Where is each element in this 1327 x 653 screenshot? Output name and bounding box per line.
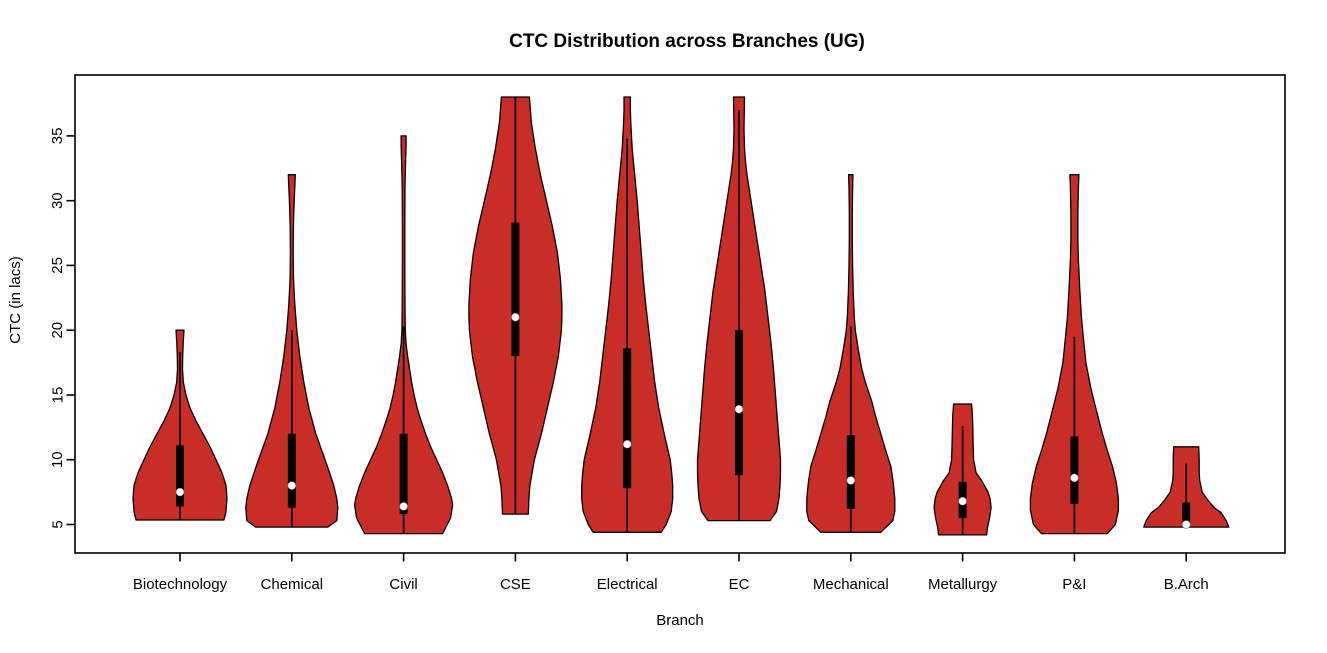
iqr-box-Mechanical	[846, 435, 855, 509]
x-axis-title: Branch	[656, 612, 704, 629]
iqr-box-Chemical	[287, 433, 296, 508]
iqr-box-CSE	[511, 222, 520, 357]
iqr-box-B.Arch	[1182, 502, 1191, 526]
median-dot-P&I	[1070, 473, 1079, 483]
x-tick-label: Civil	[389, 576, 417, 593]
x-tick-label: B.Arch	[1164, 576, 1209, 593]
median-dot-Electrical	[622, 439, 632, 449]
y-tick-label: 10	[49, 451, 66, 468]
median-dot-Chemical	[287, 481, 297, 490]
x-tick-label: Biotechnology	[133, 576, 228, 593]
median-dot-Mechanical	[846, 476, 856, 485]
y-axis-title: CTC (in lacs)	[7, 256, 24, 344]
iqr-box-P&I	[1070, 436, 1079, 504]
iqr-box-Civil	[399, 433, 408, 515]
x-tick-label: Electrical	[597, 576, 658, 593]
x-tick-label: Metallurgy	[928, 576, 998, 593]
chart-title: CTC Distribution across Branches (UG)	[509, 31, 865, 52]
iqr-box-Biotechnology	[176, 445, 184, 507]
median-dot-Biotechnology	[175, 487, 185, 497]
x-tick-label: EC	[729, 576, 750, 593]
median-dot-Civil	[399, 502, 408, 511]
plot-frame	[74, 74, 1286, 554]
y-tick-label: 5	[49, 520, 66, 528]
median-dot-Metallurgy	[958, 496, 967, 506]
x-tick-label: Chemical	[261, 576, 324, 593]
median-dot-B.Arch	[1181, 520, 1191, 529]
y-tick-label: 15	[49, 387, 66, 404]
y-tick-label: 30	[49, 192, 66, 209]
median-dot-EC	[734, 404, 744, 414]
iqr-box-EC	[735, 330, 743, 476]
y-tick-label: 25	[49, 257, 66, 274]
x-tick-label: Mechanical	[813, 576, 889, 593]
y-tick-label: 20	[49, 322, 66, 339]
y-tick-label: 35	[49, 128, 66, 145]
median-dot-CSE	[511, 312, 520, 322]
x-tick-label: CSE	[500, 576, 531, 593]
iqr-box-Electrical	[623, 348, 632, 489]
plot-area: 5 10 15 20 25 30 35 Biotechnology Chemical Civil C…	[49, 74, 1286, 593]
x-tick-label: P&I	[1062, 576, 1086, 593]
